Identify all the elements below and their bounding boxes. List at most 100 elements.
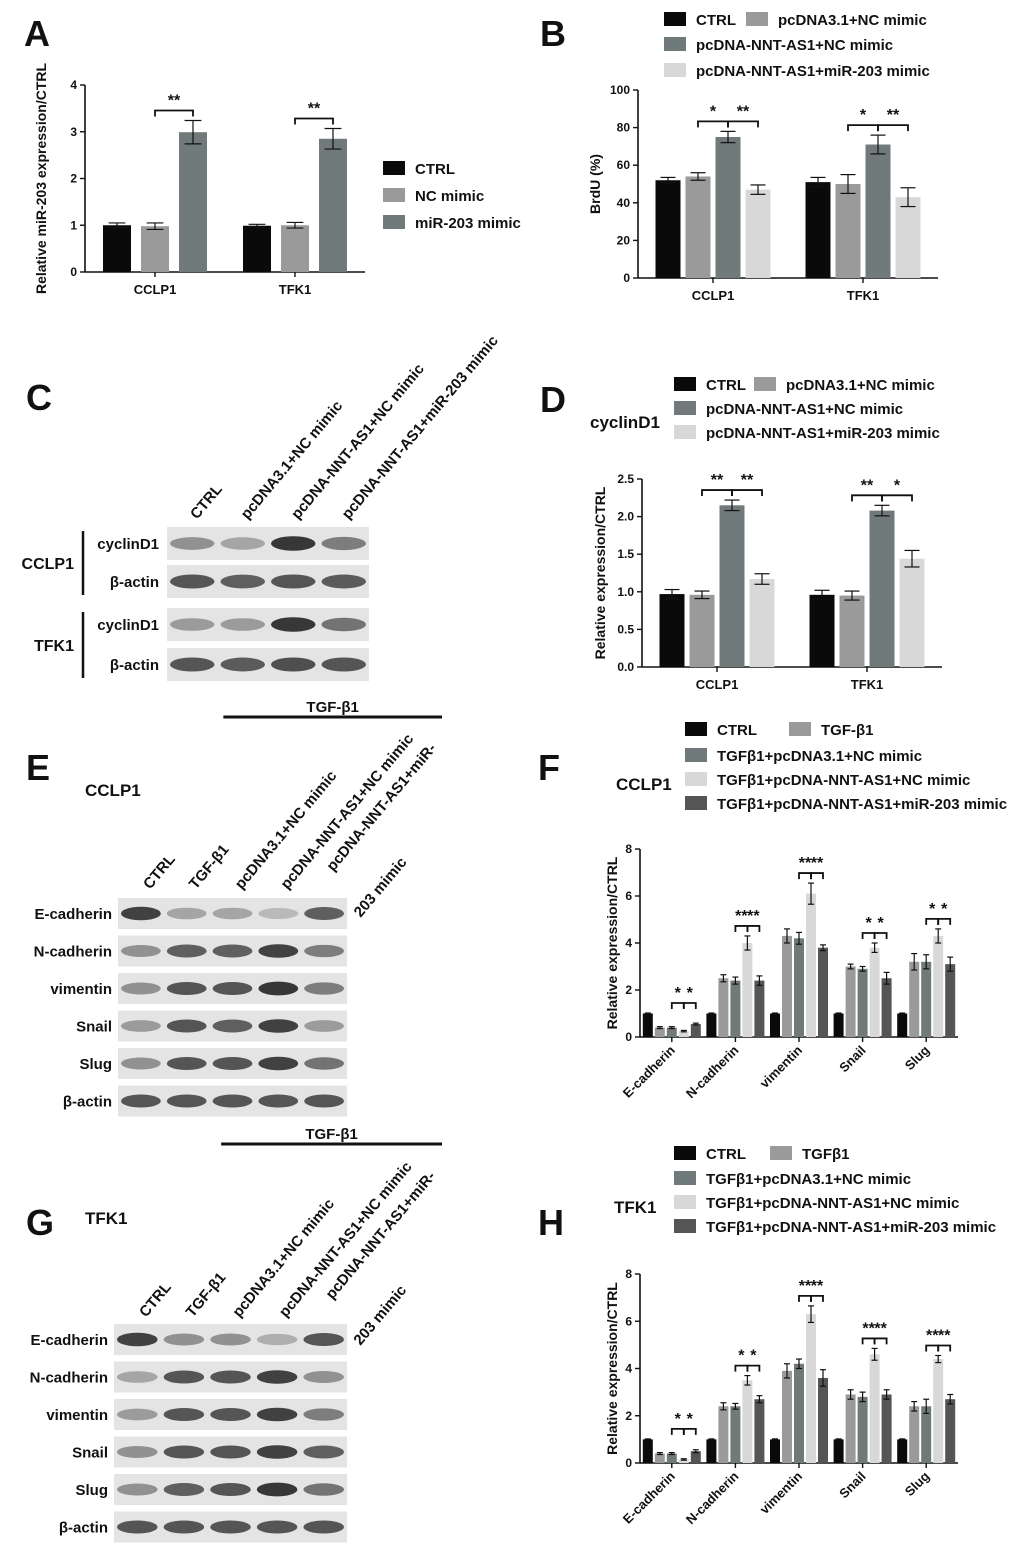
y-tick-label-0: 0	[623, 271, 630, 285]
bar-2-2	[794, 938, 804, 1037]
bar-2-2	[794, 1363, 804, 1463]
band-1-1-2	[271, 657, 316, 672]
legend-swatch-3	[674, 425, 696, 439]
sig-label-3: *	[894, 477, 901, 494]
bar-0-2	[770, 1013, 780, 1037]
band-1-1-3	[321, 657, 366, 672]
sig-bracket-5	[810, 1294, 824, 1302]
bar-1-2	[782, 1370, 792, 1463]
bar-0-3	[833, 1013, 844, 1037]
row-label-3: Snail	[72, 1445, 108, 1462]
sig-label-6: *	[865, 915, 872, 932]
y-tick-label-4: 8	[625, 842, 632, 856]
y-tick-label-5: 2.5	[617, 472, 634, 486]
band-1-2	[212, 944, 253, 958]
panel-label-e: E	[26, 747, 50, 788]
bar-1-1	[718, 978, 729, 1037]
lane-label-0: CTRL	[136, 1279, 175, 1321]
sig-label-1: **	[741, 472, 754, 489]
band-1-2	[210, 1370, 251, 1384]
band-4-3	[258, 1056, 299, 1071]
sig-bracket-6	[861, 1337, 876, 1345]
bar-0-1	[805, 182, 831, 278]
band-0-2	[212, 907, 253, 920]
band-0-0	[117, 1332, 158, 1347]
row-label-2: vimentin	[50, 981, 112, 998]
legend-swatch-2	[674, 1171, 696, 1185]
bar-4-2	[818, 1377, 828, 1463]
x-tick-label-4: Slug	[902, 1042, 933, 1073]
band-1-3	[258, 944, 299, 958]
bar-4-3	[881, 1394, 892, 1463]
y-tick-label-2: 4	[625, 936, 632, 950]
sig-label-9: **	[938, 1328, 951, 1345]
x-tick-label-2: vimentin	[757, 1468, 805, 1516]
band-4-0	[120, 1057, 161, 1070]
band-0-1-3	[321, 574, 366, 589]
bar-2-3	[857, 968, 868, 1037]
band-3-3	[258, 1019, 299, 1033]
bar-4-0	[690, 1024, 701, 1037]
sig-bracket-1	[727, 120, 759, 128]
bar-1-4	[909, 961, 920, 1037]
bar-0-0	[642, 1439, 653, 1463]
treatment-label: TGF-β1	[306, 699, 359, 716]
bar-3-3	[869, 1354, 880, 1463]
y-axis-label: Relative expression/CTRL	[604, 1282, 620, 1455]
band-4-2	[210, 1482, 251, 1497]
bar-3-3	[869, 947, 880, 1037]
bar-2-1	[869, 510, 895, 667]
lane-label-5: 203 mimic	[351, 854, 411, 921]
legend-label-2: pcDNA-NNT-AS1+NC mimic	[706, 401, 903, 418]
bar-4-1	[754, 1399, 765, 1463]
band-2-0	[117, 1408, 158, 1421]
legend-label-1: TGFβ1	[802, 1146, 850, 1163]
y-tick-label-0: 0	[70, 265, 77, 279]
x-tick-label-0: E-cadherin	[620, 1042, 678, 1100]
panel-label-h: H	[538, 1202, 564, 1243]
sig-label-7: **	[874, 1320, 887, 1337]
band-3-1	[163, 1445, 205, 1459]
bar-3-2	[806, 1314, 816, 1463]
band-1-4	[304, 944, 344, 958]
bar-4-1	[754, 980, 765, 1037]
y-tick-label-2: 4	[625, 1362, 632, 1376]
band-0-4	[304, 907, 344, 920]
bar-0-1	[706, 1013, 717, 1037]
sig-label-3: *	[750, 1348, 757, 1365]
legend-label-3: TGFβ1+pcDNA-NNT-AS1+NC mimic	[717, 772, 970, 789]
bar-1-1	[835, 184, 861, 278]
bar-0-0	[655, 180, 681, 278]
y-tick-label-3: 6	[625, 889, 632, 903]
legend-label-2: pcDNA-NNT-AS1+NC mimic	[696, 37, 893, 54]
x-tick-label-0: CCLP1	[134, 282, 177, 297]
sig-bracket-2	[847, 124, 879, 132]
treatment-label: TGF-β1	[305, 1126, 358, 1143]
band-5-0	[120, 1094, 161, 1108]
sig-bracket-3	[881, 494, 913, 502]
band-3-2	[210, 1445, 251, 1459]
legend-swatch-3	[664, 63, 686, 77]
bar-1-2	[782, 935, 792, 1037]
band-1-0-0	[170, 618, 215, 631]
bar-0-3	[833, 1439, 844, 1463]
band-1-0-2	[271, 617, 316, 632]
y-tick-label-2: 2	[70, 172, 77, 186]
sig-bracket-0	[701, 489, 733, 497]
band-0-1-2	[271, 574, 316, 589]
group-label-0: CCLP1	[22, 556, 75, 573]
bar-4-4	[945, 1399, 956, 1463]
sig-bracket-9	[937, 918, 952, 925]
bar-2-1	[865, 144, 891, 278]
legend-swatch-1	[789, 722, 811, 736]
band-4-3	[256, 1482, 298, 1497]
row-label-4: Slug	[80, 1056, 113, 1073]
sig-label-0: **	[168, 93, 181, 110]
bar-2-0	[666, 1453, 677, 1463]
sig-label-3: **	[747, 908, 760, 925]
y-axis-label: BrdU (%)	[587, 154, 603, 214]
sig-bracket-0	[670, 1428, 685, 1435]
band-2-0	[120, 982, 161, 995]
x-tick-label-1: TFK1	[851, 677, 884, 692]
